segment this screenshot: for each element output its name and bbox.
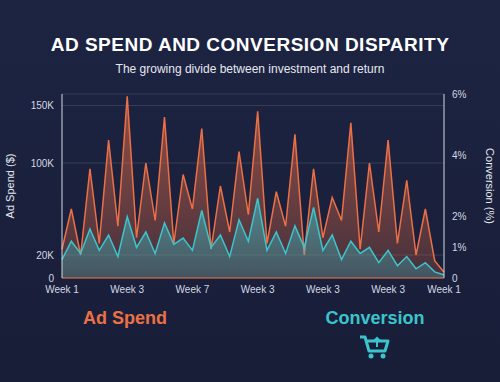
svg-text:Week 1: Week 1 bbox=[427, 284, 461, 295]
svg-text:1%: 1% bbox=[452, 242, 467, 253]
svg-text:Week 3: Week 3 bbox=[306, 284, 340, 295]
svg-text:20K: 20K bbox=[36, 250, 54, 261]
svg-text:Week 1: Week 1 bbox=[45, 284, 79, 295]
svg-text:100K: 100K bbox=[31, 158, 55, 169]
svg-text:150K: 150K bbox=[31, 100, 55, 111]
svg-text:Week 3: Week 3 bbox=[241, 284, 275, 295]
html-text:AD SPEND AND CONVERSION DISPAR: AD SPEND AND CONVERSION DISPARITY bbox=[50, 34, 450, 55]
svg-text:Week 7: Week 7 bbox=[176, 284, 210, 295]
svg-text:0: 0 bbox=[452, 273, 458, 284]
svg-text:6%: 6% bbox=[452, 89, 467, 100]
svg-text:2%: 2% bbox=[452, 211, 467, 222]
svg-text:Week 3: Week 3 bbox=[371, 284, 405, 295]
html-text:Conversion: Conversion bbox=[325, 308, 425, 328]
svg-text:4%: 4% bbox=[452, 150, 467, 161]
svg-text:Ad Spend ($): Ad Spend ($) bbox=[4, 154, 16, 219]
svg-text:Week 3: Week 3 bbox=[110, 284, 144, 295]
svg-text:Conversion (%): Conversion (%) bbox=[484, 148, 496, 224]
svg-text:0: 0 bbox=[48, 273, 54, 284]
html-text:The growing divide between inv: The growing divide between investment an… bbox=[115, 62, 385, 76]
html-text:Ad Spend: Ad Spend bbox=[83, 308, 167, 328]
